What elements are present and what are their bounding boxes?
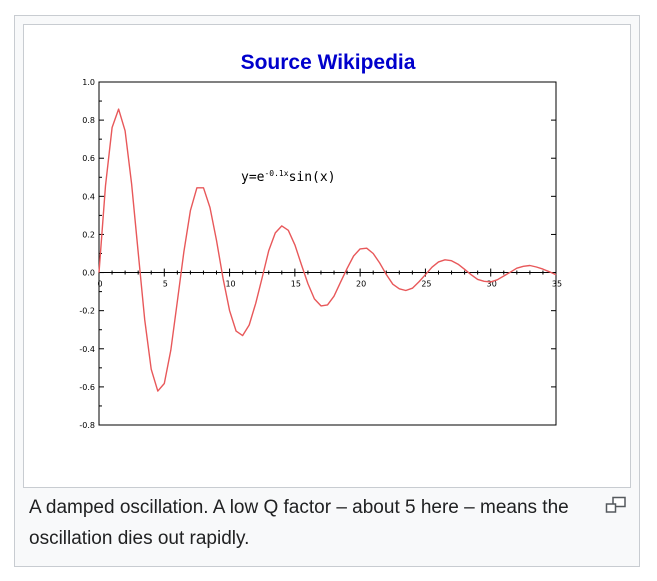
y-tick-label: 0.0 <box>82 269 95 278</box>
x-tick-label: 30 <box>487 280 497 289</box>
x-tick-label: 15 <box>291 280 301 289</box>
y-tick-label: -0.4 <box>79 345 95 354</box>
chart-title: Source Wikipedia <box>240 51 416 74</box>
x-tick-label: 0 <box>97 280 102 289</box>
y-tick-label: -0.2 <box>79 307 95 316</box>
formula-annotation: y=e-0.1xsin(x) <box>241 169 336 185</box>
figure-caption: A damped oscillation. A low Q factor – a… <box>29 497 569 549</box>
chart-image[interactable]: Source Wikipedia 1.0 0.8 0.6 0.4 0.2 0.0 -0.2 -… <box>23 24 631 488</box>
y-tick-label: 0.8 <box>82 116 95 125</box>
y-tick-label: 0.6 <box>82 154 95 163</box>
enlarge-icon[interactable] <box>605 496 627 514</box>
figure-thumbnail: Source Wikipedia 1.0 0.8 0.6 0.4 0.2 0.0 -0.2 -… <box>14 15 640 567</box>
chart-plot: 1.0 0.8 0.6 0.4 0.2 0.0 -0.2 -0.4 -0.6 -0.8 0 5 10 15… <box>79 78 562 430</box>
plot-frame <box>98 81 557 426</box>
x-tick-label: 25 <box>421 280 431 289</box>
x-tick-label: 5 <box>163 280 168 289</box>
x-tick-label: 20 <box>356 280 366 289</box>
damped-oscillation-line <box>98 108 557 392</box>
y-tick-label: 0.2 <box>82 230 95 239</box>
y-tick-label: -0.8 <box>79 421 95 430</box>
x-tick-label: 10 <box>225 280 235 289</box>
y-tick-label: 1.0 <box>82 78 95 87</box>
x-tick-label: 35 <box>552 280 562 289</box>
y-tick-label: -0.6 <box>79 383 95 392</box>
y-tick-label: 0.4 <box>82 192 95 201</box>
